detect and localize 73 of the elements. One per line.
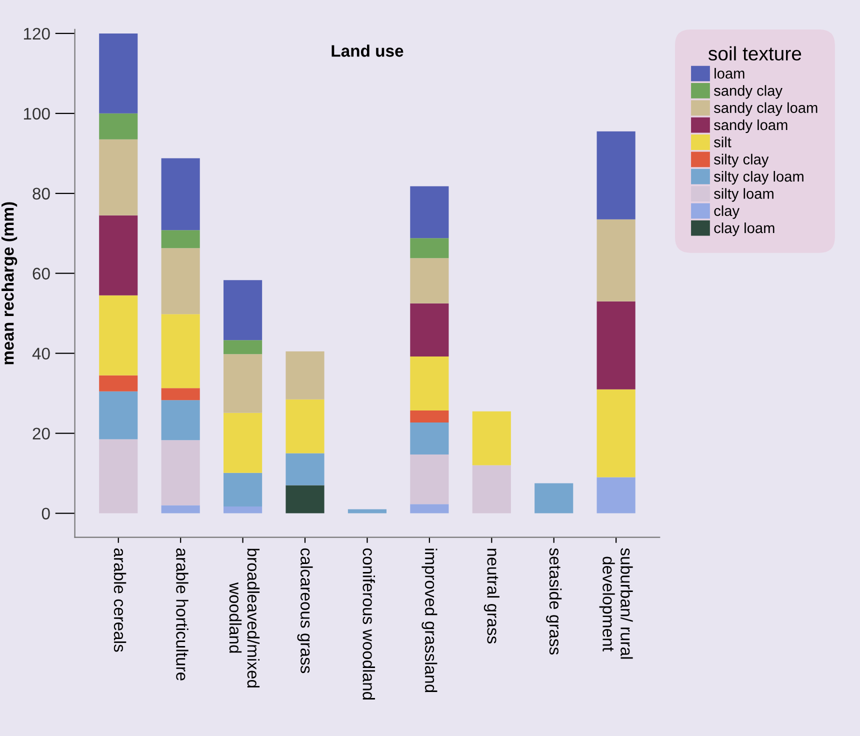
legend-label: sandy clay loam <box>714 102 818 116</box>
x-tick-label: arable horticulture <box>176 548 188 680</box>
legend-label: sandy clay <box>714 85 782 99</box>
bar <box>161 388 200 400</box>
bar <box>161 158 200 230</box>
x-tick-label: broadleaved/mixed woodland <box>229 548 260 688</box>
bar <box>410 410 449 423</box>
legend-label: silty clay <box>714 154 769 168</box>
legend-label: clay <box>714 205 740 219</box>
bar <box>99 139 138 216</box>
y-tick-label: 80 <box>32 188 50 200</box>
bar <box>596 219 636 302</box>
bar <box>224 280 262 340</box>
bar <box>472 465 511 514</box>
x-tick-label: neutral grass <box>484 548 500 644</box>
bar <box>534 483 574 514</box>
bar <box>410 303 449 357</box>
x-tick-label: coniferous woodland <box>362 548 375 700</box>
y-tick-label: 20 <box>32 428 50 440</box>
bar <box>596 389 636 478</box>
bar <box>472 411 511 466</box>
x-tick-label: calcareous grass <box>297 548 313 674</box>
bar <box>224 354 262 413</box>
y-tick-label: 100 <box>24 108 50 120</box>
legend-title: soil texture <box>708 46 802 61</box>
bar <box>286 485 324 514</box>
bar <box>99 375 138 392</box>
x-tick-label: improved grassland <box>422 548 438 692</box>
bar <box>224 340 262 354</box>
bar <box>99 113 138 140</box>
bar <box>224 412 262 473</box>
bar <box>161 440 200 506</box>
y-tick-label: 0 <box>42 508 50 520</box>
bar <box>286 453 324 486</box>
bar <box>596 477 636 514</box>
bar <box>348 509 387 514</box>
y-tick-label: 60 <box>32 268 50 280</box>
text: Land use <box>332 44 404 57</box>
bar <box>99 33 138 114</box>
bar <box>410 356 449 411</box>
bar <box>99 295 138 376</box>
legend-label: silty loam <box>714 188 774 202</box>
bar <box>161 248 200 314</box>
legend-label: loam <box>714 68 744 79</box>
y-axis-title: mean recharge (mm) <box>2 202 18 364</box>
bar <box>596 301 636 390</box>
y-tick-label: 40 <box>32 348 50 360</box>
legend-label: clay loam <box>714 222 774 236</box>
bar <box>161 314 200 388</box>
bar <box>161 230 200 248</box>
bar <box>410 454 449 504</box>
bar <box>99 391 138 440</box>
x-tick-label: suburban/ rural development <box>599 548 633 659</box>
x-tick-label: arable cereals <box>114 548 126 652</box>
bar <box>410 504 449 514</box>
x-tick-label: setaside grass <box>546 548 562 655</box>
bar <box>596 131 636 220</box>
bar <box>161 505 200 514</box>
legend-label: sandy loam <box>714 119 788 134</box>
bar <box>224 506 262 514</box>
bar <box>286 399 324 454</box>
bar <box>410 186 449 238</box>
legend-label: silt <box>714 136 732 148</box>
bar <box>99 215 138 296</box>
bar <box>224 472 262 506</box>
bar <box>410 258 449 304</box>
y-tick-label: 120 <box>24 28 50 40</box>
legend-label: silty clay loam <box>714 170 804 185</box>
bar <box>286 351 324 400</box>
bar <box>161 400 200 440</box>
bar <box>410 238 449 258</box>
bar <box>99 439 138 514</box>
bar <box>410 422 449 455</box>
